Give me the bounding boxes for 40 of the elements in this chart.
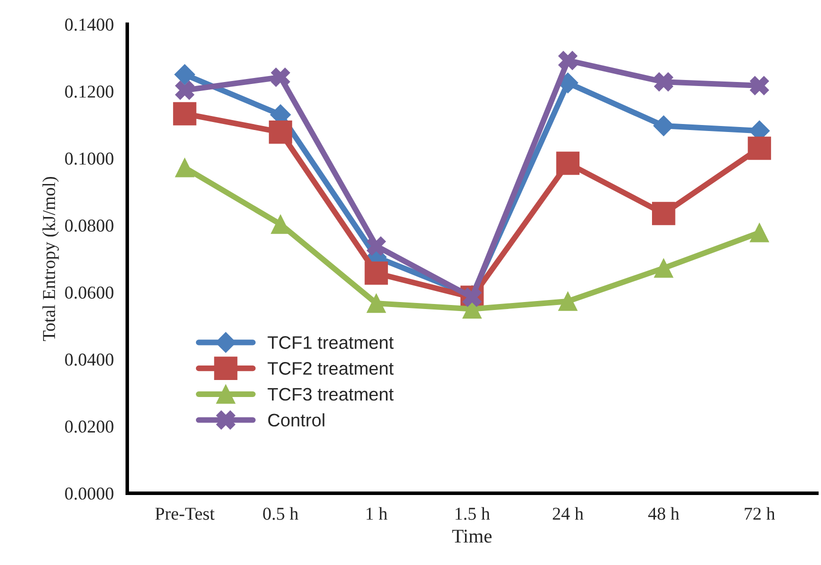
y-tick-label: 0.1400	[65, 18, 114, 31]
point	[652, 202, 676, 226]
point	[748, 136, 772, 160]
y-tick-label: 0.0000	[65, 488, 114, 500]
x-tick-label: 72 h	[744, 507, 775, 520]
y-axis-title: Total Entropy (kJ/mol)	[42, 176, 59, 342]
point	[366, 236, 386, 256]
legend-label: TCF2 treatment	[268, 362, 394, 375]
point	[558, 292, 578, 311]
y-tick-label: 0.0800	[65, 220, 114, 232]
point	[268, 120, 292, 144]
legend-label: Control	[268, 413, 324, 427]
x-axis-title: Time	[452, 530, 492, 543]
point	[270, 68, 290, 87]
point	[173, 102, 196, 126]
point	[175, 158, 194, 178]
point	[654, 258, 674, 278]
y-tick-label: 0.0600	[65, 286, 114, 299]
x-tick-label: Pre-Test	[155, 508, 215, 520]
y-tick-label: 0.1200	[65, 86, 114, 98]
point	[556, 152, 580, 175]
point	[366, 294, 386, 313]
point	[175, 80, 194, 100]
y-tick-label: 0.0400	[65, 354, 114, 366]
x-tick-label: 24 h	[552, 507, 584, 520]
legend-label: TCF1 treatment	[268, 336, 394, 349]
point	[558, 50, 578, 70]
point	[750, 223, 769, 242]
point	[364, 262, 388, 285]
point	[174, 64, 196, 85]
x-tick-label: 48 h	[648, 507, 680, 520]
x-tick-label: 1.5 h	[456, 507, 490, 520]
point	[653, 115, 674, 136]
point	[654, 72, 674, 92]
x-tick-label: 0.5 h	[263, 507, 298, 520]
y-tick-label: 0.1000	[65, 152, 114, 165]
y-tick-label: 0.0200	[65, 420, 114, 433]
legend-label: TCF3 treatment	[268, 388, 394, 401]
point	[750, 76, 769, 96]
x-tick-label: 1 h	[366, 507, 388, 520]
